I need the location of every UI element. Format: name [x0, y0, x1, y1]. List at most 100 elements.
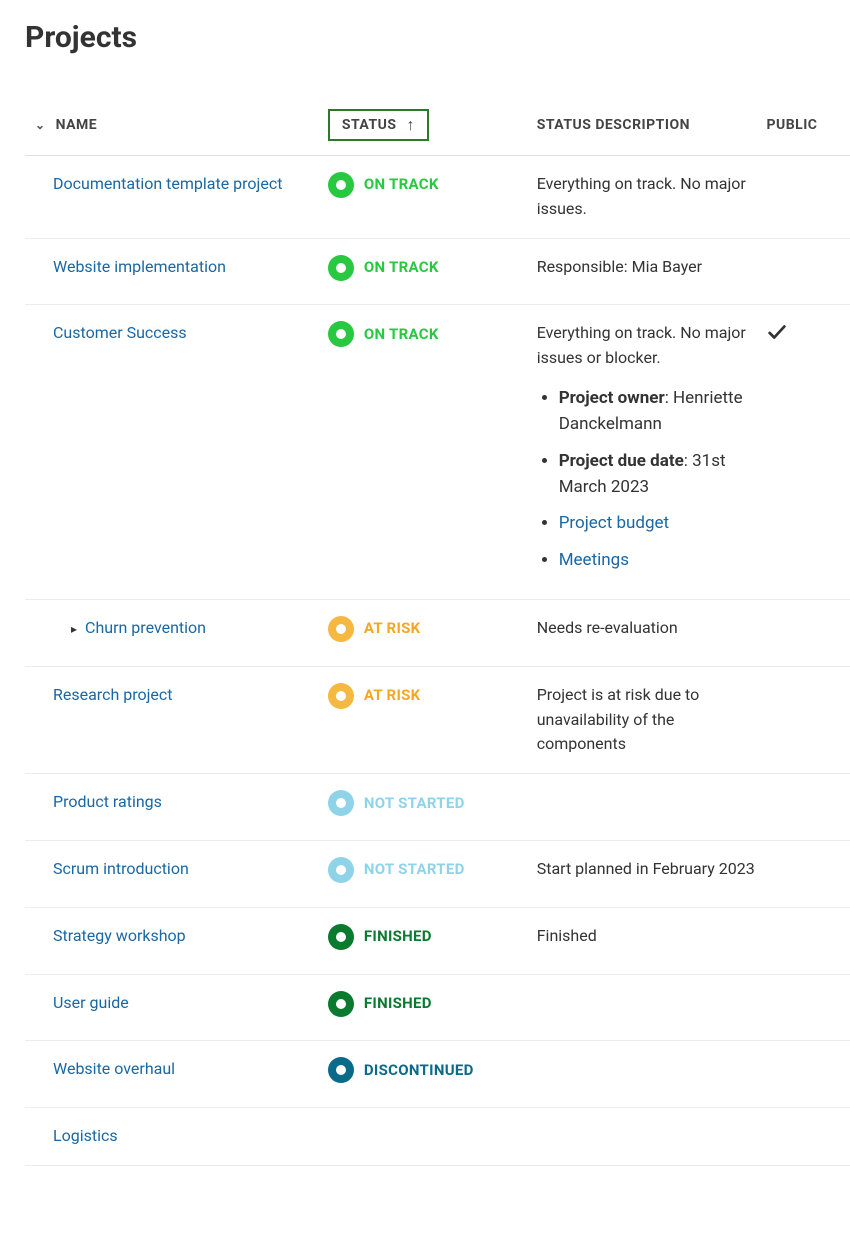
status-dot-icon — [328, 1057, 354, 1083]
cell-status-description: Finished — [537, 907, 767, 974]
status-badge: AT RISK — [328, 683, 421, 709]
project-link[interactable]: Website overhaul — [53, 1059, 175, 1078]
project-link[interactable]: Strategy workshop — [53, 926, 186, 945]
cell-name: Strategy workshop — [25, 907, 328, 974]
cell-status-description — [537, 774, 767, 841]
table-row: Website implementation ON TRACK Responsibl… — [25, 238, 850, 305]
cell-status-description — [537, 1108, 767, 1166]
status-label: ON TRACK — [364, 323, 439, 346]
status-description-text: Needs re-evaluation — [537, 616, 757, 641]
cell-public — [766, 600, 850, 667]
cell-public — [766, 974, 850, 1041]
status-label: FINISHED — [364, 992, 432, 1015]
cell-status-description: Start planned in February 2023 — [537, 841, 767, 908]
cell-name: Customer Success — [25, 305, 328, 600]
status-badge: ON TRACK — [328, 255, 439, 281]
cell-status: NOT STARTED — [328, 841, 537, 908]
status-description-text: Everything on track. No major issues. — [537, 172, 757, 222]
status-badge: FINISHED — [328, 924, 432, 950]
project-link[interactable]: Logistics — [53, 1126, 118, 1145]
column-header-status-description[interactable]: STATUS DESCRIPTION — [537, 95, 767, 156]
project-link[interactable]: Product ratings — [53, 792, 162, 811]
cell-name: Website implementation — [25, 238, 328, 305]
project-link[interactable]: User guide — [53, 993, 129, 1012]
cell-status: FINISHED — [328, 907, 537, 974]
status-dot-icon — [328, 924, 354, 950]
list-item: Project due date: 31st March 2023 — [559, 448, 757, 501]
status-label: NOT STARTED — [364, 792, 465, 815]
project-link[interactable]: Research project — [53, 685, 173, 704]
status-badge: AT RISK — [328, 616, 421, 642]
status-badge: DISCONTINUED — [328, 1057, 474, 1083]
list-item: Meetings — [559, 547, 757, 573]
status-label: AT RISK — [364, 617, 421, 640]
list-item: Project budget — [559, 510, 757, 536]
table-row: Strategy workshop FINISHED Finished — [25, 907, 850, 974]
page-title: Projects — [25, 20, 850, 55]
status-dot-icon — [328, 790, 354, 816]
column-header-public[interactable]: PUBLIC — [766, 95, 850, 156]
cell-status: DISCONTINUED — [328, 1041, 537, 1108]
check-icon — [766, 328, 788, 347]
status-dot-icon — [328, 321, 354, 347]
cell-status-description: Project is at risk due to unavailability… — [537, 666, 767, 773]
table-row: Product ratings NOT STARTED — [25, 774, 850, 841]
project-link[interactable]: Website implementation — [53, 257, 226, 276]
status-dot-icon — [328, 991, 354, 1017]
project-link[interactable]: Customer Success — [53, 323, 187, 342]
expand-toggle-icon[interactable]: ▸ — [71, 620, 77, 639]
status-detail-list: Project owner: Henriette DanckelmannProj… — [537, 385, 757, 573]
cell-status-description: Everything on track. No major issues or … — [537, 305, 767, 600]
status-badge: NOT STARTED — [328, 857, 465, 883]
status-badge: ON TRACK — [328, 321, 439, 347]
cell-public — [766, 238, 850, 305]
status-badge: NOT STARTED — [328, 790, 465, 816]
cell-name: User guide — [25, 974, 328, 1041]
status-description-text: Finished — [537, 924, 757, 949]
status-dot-icon — [328, 172, 354, 198]
table-row: User guide FINISHED — [25, 974, 850, 1041]
table-row: Website overhaul DISCONTINUED — [25, 1041, 850, 1108]
cell-status: ON TRACK — [328, 305, 537, 600]
cell-public — [766, 907, 850, 974]
cell-status-description: Needs re-evaluation — [537, 600, 767, 667]
table-row: ▸ Churn prevention AT RISK Needs re-evaluat… — [25, 600, 850, 667]
status-label: DISCONTINUED — [364, 1059, 474, 1082]
table-row: Logistics — [25, 1108, 850, 1166]
project-link[interactable]: Churn prevention — [85, 618, 206, 637]
cell-status-description: Everything on track. No major issues. — [537, 156, 767, 239]
status-description-text: Project is at risk due to unavailability… — [537, 683, 757, 757]
sort-ascending-icon: ↑ — [407, 117, 416, 133]
cell-status: AT RISK — [328, 666, 537, 773]
project-link[interactable]: Scrum introduction — [53, 859, 189, 878]
cell-public — [766, 774, 850, 841]
project-link[interactable]: Documentation template project — [53, 174, 282, 193]
cell-public — [766, 1041, 850, 1108]
status-description-text: Everything on track. No major issues or … — [537, 321, 757, 371]
status-label: NOT STARTED — [364, 858, 465, 881]
cell-public — [766, 156, 850, 239]
detail-link[interactable]: Project budget — [559, 513, 669, 533]
table-row: Documentation template project ON TRACK Ev… — [25, 156, 850, 239]
table-row: Research project AT RISK Project is at ris… — [25, 666, 850, 773]
cell-status: AT RISK — [328, 600, 537, 667]
cell-status-description: Responsible: Mia Bayer — [537, 238, 767, 305]
status-description-text: Responsible: Mia Bayer — [537, 255, 757, 280]
status-description-text: Start planned in February 2023 — [537, 857, 757, 882]
cell-name: ▸ Churn prevention — [25, 600, 328, 667]
status-badge: FINISHED — [328, 991, 432, 1017]
status-sort-indicator[interactable]: STATUS ↑ — [328, 109, 429, 141]
column-header-name[interactable]: ⌄NAME — [25, 95, 328, 156]
cell-public — [766, 1108, 850, 1166]
status-badge: ON TRACK — [328, 172, 439, 198]
cell-status-description — [537, 974, 767, 1041]
column-header-status[interactable]: STATUS ↑ — [328, 95, 537, 156]
cell-public — [766, 305, 850, 600]
cell-public — [766, 666, 850, 773]
cell-name: Research project — [25, 666, 328, 773]
detail-link[interactable]: Meetings — [559, 550, 629, 570]
cell-status: NOT STARTED — [328, 774, 537, 841]
status-label: ON TRACK — [364, 256, 439, 279]
status-label: AT RISK — [364, 684, 421, 707]
projects-table: ⌄NAME STATUS ↑ STATUS DESCRIPTION PUBLIC… — [25, 95, 850, 1166]
